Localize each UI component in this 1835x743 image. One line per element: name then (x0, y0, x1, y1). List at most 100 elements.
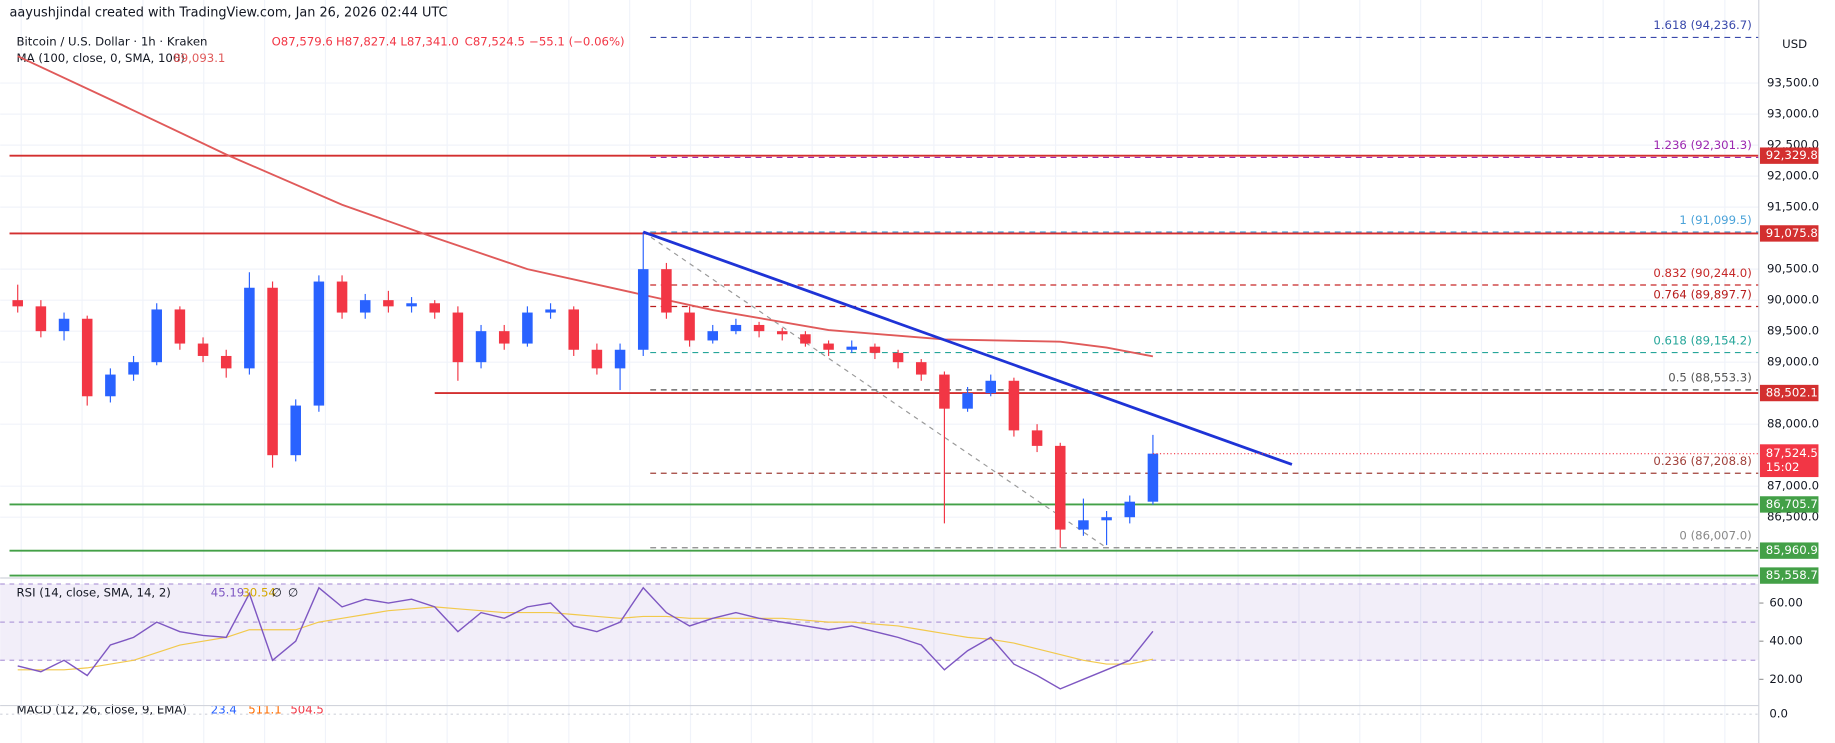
candle-body (707, 331, 719, 341)
candle-body (1008, 380, 1020, 431)
chart-title: Bitcoin / U.S. Dollar · 1h · Kraken (17, 35, 208, 49)
candle-body (174, 309, 186, 344)
candle-body (776, 331, 788, 335)
fib-label: 0.764 (89,897.7) (1653, 287, 1751, 301)
candle-body (58, 318, 70, 332)
candle-body (962, 393, 973, 409)
candle-body (105, 374, 116, 397)
candle-body (869, 346, 881, 353)
y-tick-label: 89,500.0 (1767, 324, 1819, 338)
rsi-tick-label: 40.00 (1769, 634, 1802, 648)
candle-body (591, 349, 603, 369)
ohlc-readout: −55.1 (−0.06%) (529, 35, 625, 49)
candle-body (267, 287, 278, 456)
price-tag-label: 86,705.7 (1766, 497, 1818, 511)
grid (0, 0, 1759, 743)
rsi-tick-label: 60.00 (1769, 596, 1802, 610)
candle-body (1147, 453, 1159, 502)
candle-body (151, 309, 162, 363)
candle-body (336, 281, 348, 313)
candle-body (1054, 445, 1066, 530)
price-tag-label: 91,075.8 (1766, 226, 1818, 240)
y-tick-label: 93,000.0 (1767, 107, 1819, 121)
candle-body (684, 312, 695, 341)
candle-body (383, 300, 394, 307)
candle-body (406, 303, 417, 307)
candle-body (35, 306, 47, 332)
macd-readout: 511.1 (248, 703, 281, 717)
candle-body (730, 324, 742, 332)
candle-body (939, 374, 950, 409)
last-price-tag (1759, 444, 1819, 478)
y-tick-label: 92,000.0 (1767, 169, 1819, 183)
y-tick-label: 86,500.0 (1767, 510, 1819, 524)
credit: aayushjindal created with TradingView.co… (10, 5, 448, 20)
fib-label: 0.236 (87,208.8) (1653, 454, 1751, 468)
fib-label: 0 (86,007.0) (1679, 529, 1751, 543)
price-tag (1759, 567, 1819, 584)
currency: USD (1782, 37, 1807, 51)
candle-body (1078, 520, 1089, 530)
ma-value: 89,093.1 (173, 51, 225, 65)
rsi-readout: ∅ (272, 586, 282, 600)
candle-body (220, 355, 232, 369)
candle-body (915, 362, 927, 375)
fib-label: 1.618 (94,236.7) (1653, 18, 1751, 32)
y-tick-label: 87,000.0 (1767, 479, 1819, 493)
price-tag-label: 88,502.1 (1766, 386, 1818, 400)
candle-body (359, 300, 371, 313)
price-tag (1759, 496, 1819, 513)
candle-body (985, 380, 997, 394)
price-tag (1759, 147, 1819, 164)
price-tag-label: 85,960.9 (1766, 543, 1818, 557)
price-tag (1759, 384, 1819, 402)
rsi-tick-label: 20.00 (1769, 672, 1802, 686)
candle-body (753, 324, 765, 332)
candle-body (197, 343, 209, 356)
plot: 86,500.0 87,000.0 88,000.0 89,000.0 89,500.0… (0, 18, 1819, 721)
macd-tick-label: 0.0 (1769, 707, 1788, 721)
ohlc-readout: C87,524.5 (465, 35, 525, 49)
ohlc-readout: L87,341.0 (400, 35, 459, 49)
candle-body (1101, 517, 1112, 521)
candle-body (498, 331, 510, 344)
candle-body (661, 269, 672, 313)
candle-body (452, 312, 464, 363)
rsi-sma-line (17, 606, 1154, 671)
ohlc-readout: H87,827.4 (336, 35, 397, 49)
macd-readout: 23.4 (211, 703, 237, 717)
candle-body (522, 312, 533, 344)
candle-body (637, 269, 649, 350)
candle-body (429, 303, 440, 313)
candle-body (568, 309, 579, 350)
rsi-readout: 45.19 (211, 586, 244, 600)
y-tick-label: 91,500.0 (1767, 200, 1819, 214)
y-tick-label: 88,000.0 (1767, 417, 1819, 431)
macd-title: MACD (12, 26, close, 9, EMA) (17, 703, 187, 717)
y-tick-label: 90,500.0 (1767, 262, 1819, 276)
fib-label: 1.236 (92,301.3) (1653, 138, 1751, 152)
y-tick-label: 89,000.0 (1767, 355, 1819, 369)
candle-body (128, 362, 139, 375)
price-tag-label: 92,329.8 (1766, 148, 1818, 162)
candle-body (545, 309, 556, 313)
macd-readout: 504.5 (290, 703, 323, 717)
candle-body (475, 331, 487, 363)
fib-label: 1 (91,099.5) (1679, 213, 1751, 227)
candle-body (846, 346, 858, 350)
trendline (642, 230, 1293, 466)
ma-name: MA (100, close, 0, SMA, 100) (17, 51, 185, 65)
candle-body (892, 352, 904, 363)
fib-label: 0.618 (89,154.2) (1653, 333, 1751, 347)
candle-body (290, 405, 301, 456)
candle-body (244, 287, 255, 369)
rsi-title: RSI (14, close, SMA, 14, 2) (17, 586, 171, 600)
fib-label: 0.5 (88,553.3) (1668, 371, 1751, 385)
candle-body (1124, 501, 1136, 518)
candle-body (823, 343, 834, 350)
last-price-label: 87,524.5 (1766, 446, 1818, 460)
rsi-line (17, 586, 1154, 690)
rsi-readout: ∅ (288, 586, 298, 600)
